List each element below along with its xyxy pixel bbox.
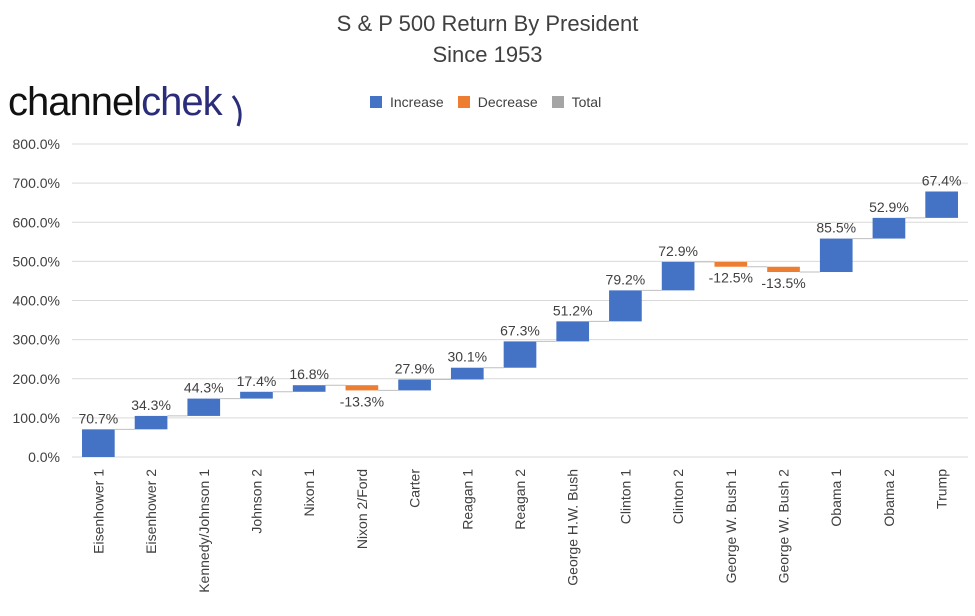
x-tick-label: Nixon 1 bbox=[301, 469, 317, 517]
legend-item-decrease: Decrease bbox=[457, 94, 538, 110]
increase-bar bbox=[609, 290, 642, 322]
data-label: 17.4% bbox=[237, 373, 277, 389]
x-tick-label: George W. Bush 2 bbox=[776, 469, 792, 584]
legend-label-total: Total bbox=[571, 94, 602, 110]
increase-bar bbox=[556, 321, 590, 342]
x-tick-label: Nixon 2/Ford bbox=[354, 469, 370, 549]
x-tick-label: Reagan 1 bbox=[459, 469, 475, 530]
y-tick-label: 500.0% bbox=[13, 253, 60, 269]
x-tick-label: Clinton 2 bbox=[670, 469, 686, 524]
increase-bar bbox=[819, 238, 853, 273]
data-label: 44.3% bbox=[184, 380, 224, 396]
data-label: 72.9% bbox=[658, 243, 698, 259]
data-label: 16.8% bbox=[289, 366, 329, 382]
data-label: 34.3% bbox=[131, 397, 171, 413]
y-tick-label: 200.0% bbox=[13, 371, 60, 387]
data-label: -12.5% bbox=[709, 270, 753, 286]
logo-text-part1: channel bbox=[8, 80, 142, 124]
logo-text-part2: chek bbox=[141, 80, 222, 124]
increase-bar bbox=[134, 415, 168, 430]
decrease-bar bbox=[714, 261, 748, 267]
y-tick-label: 400.0% bbox=[13, 293, 60, 309]
chart-subtitle: Since 1953 bbox=[432, 42, 543, 67]
decrease-bar bbox=[767, 266, 800, 273]
y-tick-label: 600.0% bbox=[13, 214, 60, 230]
x-tick-label: Eisenhower 2 bbox=[143, 469, 159, 554]
data-label: 79.2% bbox=[606, 271, 646, 287]
x-tick-label: Trump bbox=[934, 469, 950, 509]
x-tick-label: Clinton 1 bbox=[617, 469, 633, 524]
channelchek-logo: channelchek bbox=[8, 80, 242, 127]
increase-bar bbox=[925, 191, 958, 218]
increase-bar bbox=[82, 429, 115, 457]
chart-title-line1: S & P 500 Return By President bbox=[336, 11, 639, 36]
increase-bar bbox=[240, 391, 273, 399]
y-tick-label: 100.0% bbox=[13, 410, 60, 426]
data-label: 27.9% bbox=[395, 360, 435, 376]
increase-bar bbox=[292, 385, 326, 392]
data-label: 85.5% bbox=[816, 220, 856, 236]
y-tick-label: 0.0% bbox=[28, 449, 60, 465]
chart-title: S & P 500 Return By President Since 1953 bbox=[0, 8, 975, 70]
y-tick-label: 300.0% bbox=[13, 332, 60, 348]
legend-swatch-total bbox=[551, 96, 564, 108]
increase-bar bbox=[503, 341, 537, 368]
y-tick-label: 800.0% bbox=[13, 136, 60, 152]
x-tick-label: Carter bbox=[407, 469, 423, 508]
increase-bar bbox=[398, 379, 431, 391]
legend-label-decrease: Decrease bbox=[477, 94, 538, 110]
x-tick-label: Eisenhower 1 bbox=[90, 469, 106, 554]
y-tick-label: 700.0% bbox=[13, 175, 60, 191]
x-tick-label: Kennedy/Johnson 1 bbox=[196, 469, 212, 593]
chart-legend: Increase Decrease Total bbox=[370, 94, 601, 110]
x-tick-label: Reagan 2 bbox=[512, 469, 528, 530]
x-tick-label: Obama 2 bbox=[881, 469, 897, 527]
data-label: 30.1% bbox=[447, 349, 487, 365]
x-tick-label: George H.W. Bush bbox=[565, 469, 581, 586]
increase-bar bbox=[872, 217, 906, 239]
legend-swatch-decrease bbox=[457, 96, 470, 108]
x-tick-label: Obama 1 bbox=[828, 469, 844, 527]
x-tick-label: Johnson 2 bbox=[248, 469, 264, 534]
increase-bar bbox=[187, 398, 221, 416]
data-label: -13.5% bbox=[761, 275, 805, 291]
x-tick-label: George W. Bush 1 bbox=[723, 469, 739, 584]
increase-bar bbox=[450, 367, 484, 380]
decrease-bar bbox=[345, 385, 379, 391]
data-label: -13.3% bbox=[340, 393, 384, 409]
legend-swatch-increase bbox=[370, 96, 382, 108]
legend-item-increase: Increase bbox=[370, 94, 444, 110]
legend-label-increase: Increase bbox=[390, 94, 444, 110]
data-label: 67.4% bbox=[922, 172, 962, 188]
data-label: 67.3% bbox=[500, 322, 540, 338]
data-label: 52.9% bbox=[869, 199, 909, 215]
data-label: 70.7% bbox=[79, 410, 119, 426]
increase-bar bbox=[661, 261, 695, 291]
data-label: 51.2% bbox=[553, 302, 593, 318]
legend-item-total: Total bbox=[551, 94, 602, 110]
logo-swoosh-icon bbox=[231, 95, 242, 127]
